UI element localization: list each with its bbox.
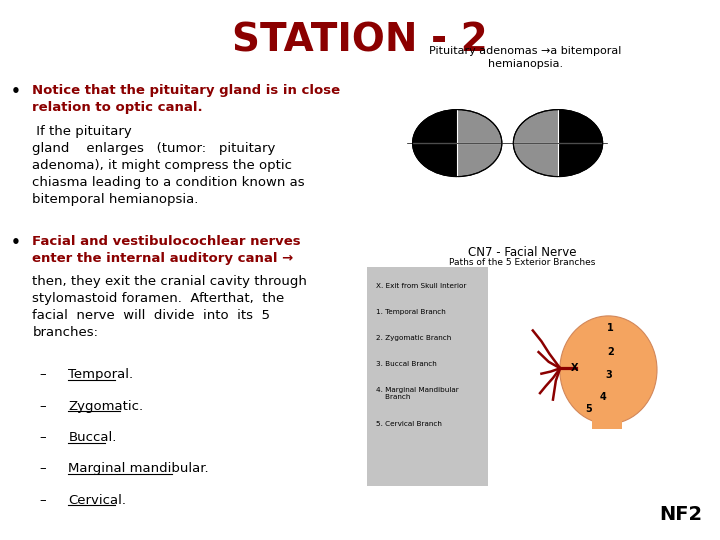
Text: NF2: NF2 — [659, 505, 702, 524]
FancyBboxPatch shape — [592, 394, 622, 429]
Text: 3: 3 — [605, 370, 612, 380]
Text: Facial and vestibulocochlear nerves
enter the internal auditory canal →: Facial and vestibulocochlear nerves ente… — [32, 235, 301, 265]
Text: 4: 4 — [600, 392, 607, 402]
Text: Zygomatic.: Zygomatic. — [68, 400, 143, 413]
Text: Buccal.: Buccal. — [68, 431, 117, 444]
Text: X: X — [571, 363, 578, 373]
Text: •: • — [11, 235, 21, 250]
Wedge shape — [413, 110, 457, 177]
Text: –: – — [40, 368, 46, 381]
Text: 5: 5 — [585, 404, 593, 414]
Text: 2: 2 — [607, 347, 614, 357]
Text: If the pituitary
gland    enlarges   (tumor:   pituitary
adenoma), it might comp: If the pituitary gland enlarges (tumor: … — [32, 125, 305, 206]
FancyBboxPatch shape — [367, 267, 488, 486]
Text: Marginal mandibular.: Marginal mandibular. — [68, 462, 209, 475]
Text: –: – — [40, 400, 46, 413]
Text: Notice that the pituitary gland is in close
relation to optic canal.: Notice that the pituitary gland is in cl… — [32, 84, 341, 114]
Text: CN7 - Facial Nerve: CN7 - Facial Nerve — [468, 246, 576, 259]
Text: Paths of the 5 Exterior Branches: Paths of the 5 Exterior Branches — [449, 258, 595, 267]
Text: then, they exit the cranial cavity through
stylomastoid foramen.  Afterthat,  th: then, they exit the cranial cavity throu… — [32, 275, 307, 340]
Circle shape — [413, 110, 502, 177]
Text: 4. Marginal Mandibular
    Branch: 4. Marginal Mandibular Branch — [376, 387, 459, 400]
Wedge shape — [558, 110, 603, 177]
Text: 5. Cervical Branch: 5. Cervical Branch — [376, 421, 441, 427]
Circle shape — [513, 110, 603, 177]
Text: –: – — [40, 431, 46, 444]
Text: –: – — [40, 494, 46, 507]
Ellipse shape — [560, 316, 657, 424]
Text: Cervical.: Cervical. — [68, 494, 127, 507]
Text: 1. Temporal Branch: 1. Temporal Branch — [376, 309, 446, 315]
Text: X. Exit from Skull Interior: X. Exit from Skull Interior — [376, 284, 467, 289]
Text: Pituitary adenomas →a bitemporal: Pituitary adenomas →a bitemporal — [429, 46, 622, 56]
Text: STATION - 2: STATION - 2 — [232, 22, 488, 59]
Text: 2. Zygomatic Branch: 2. Zygomatic Branch — [376, 335, 451, 341]
Text: –: – — [40, 462, 46, 475]
Text: hemianopsia.: hemianopsia. — [488, 59, 563, 70]
Text: 1: 1 — [607, 323, 614, 333]
Text: •: • — [11, 84, 21, 99]
Text: 3. Buccal Branch: 3. Buccal Branch — [376, 361, 436, 367]
Text: Temporal.: Temporal. — [68, 368, 133, 381]
